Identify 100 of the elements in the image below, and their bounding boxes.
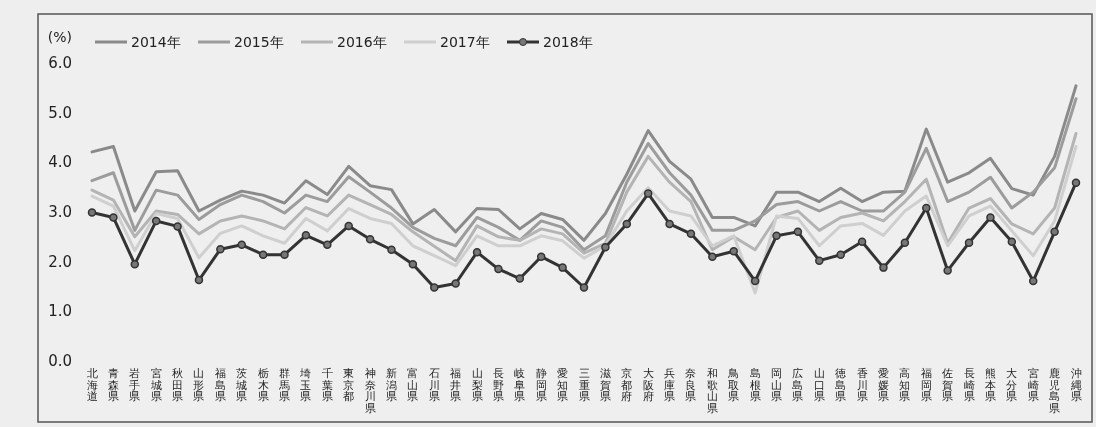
x-tick-label: 千葉県 <box>321 367 333 403</box>
legend-label: 2014年 <box>131 34 181 50</box>
point <box>943 266 952 275</box>
point <box>130 259 140 269</box>
point <box>536 252 546 261</box>
point <box>686 229 696 239</box>
y-tick-label: 5.0 <box>48 103 72 122</box>
x-tick-label: 高知県 <box>899 367 911 403</box>
point <box>280 250 289 259</box>
x-tick-label: 大分県 <box>1006 367 1018 403</box>
point <box>408 259 418 269</box>
point <box>258 250 268 259</box>
legend-label: 2016年 <box>337 34 387 50</box>
x-tick-label: 北海道 <box>86 367 98 403</box>
point <box>151 216 161 226</box>
x-tick-label: 福島県 <box>214 367 226 403</box>
x-tick-label: 京都府 <box>621 367 633 403</box>
x-tick-label: 埼玉県 <box>299 367 312 403</box>
x-tick-label: 広島県 <box>792 367 804 403</box>
point <box>87 208 97 217</box>
x-tick-label: 山口県 <box>813 367 825 403</box>
x-tick-label: 三重県 <box>578 367 590 403</box>
y-tick-label: 0.0 <box>48 352 72 370</box>
x-tick-label: 青森県 <box>107 367 119 403</box>
x-tick-label: 山形県 <box>193 367 205 403</box>
point <box>430 283 439 292</box>
x-tick-label: 熊本県 <box>984 367 996 403</box>
x-tick-label: 静岡県 <box>535 367 547 403</box>
point <box>387 245 396 254</box>
x-tick-label: 滋賀県 <box>599 367 611 403</box>
x-tick-label: 茨城県 <box>235 367 248 403</box>
point <box>301 231 311 240</box>
point <box>558 263 567 272</box>
x-tick-label: 愛媛県 <box>877 367 889 403</box>
x-tick-label: 秋田県 <box>172 367 184 403</box>
x-tick-label: 兵庫県 <box>664 367 676 403</box>
y-tick-label: 1.0 <box>48 302 72 321</box>
y-tick-label: 2.0 <box>48 252 72 271</box>
point <box>815 256 824 265</box>
point <box>237 240 246 250</box>
x-tick-label: 富山県 <box>407 367 419 403</box>
point <box>1050 227 1059 237</box>
point <box>793 227 803 237</box>
x-tick-label: 和歌山県 <box>706 367 718 415</box>
x-tick-label: 宮崎県 <box>1027 367 1039 403</box>
x-tick-label: 岩手県 <box>129 367 141 403</box>
x-tick-label: 島根県 <box>749 367 761 403</box>
x-tick-label: 愛知県 <box>557 367 569 403</box>
point <box>622 219 632 229</box>
point <box>1028 276 1038 286</box>
point <box>986 213 995 222</box>
point <box>857 237 867 247</box>
point <box>922 203 931 213</box>
x-tick-label: 徳島県 <box>835 367 847 403</box>
x-tick-label: 宮城県 <box>149 367 162 403</box>
point <box>964 238 974 248</box>
point <box>836 250 845 259</box>
x-tick-label: 長崎県 <box>963 367 975 403</box>
x-tick-label: 鳥取県 <box>727 367 740 403</box>
point <box>515 274 525 283</box>
legend-label: 2017年 <box>440 34 490 50</box>
x-tick-label: 佐賀県 <box>942 367 954 403</box>
x-tick-label: 栃木県 <box>257 367 269 403</box>
x-tick-label: 奈良県 <box>685 367 697 403</box>
point <box>323 240 332 250</box>
x-tick-label: 山梨県 <box>471 367 483 403</box>
point <box>365 235 375 244</box>
y-tick-label: 6.0 <box>48 54 72 72</box>
point <box>216 244 225 254</box>
point <box>879 263 888 272</box>
x-tick-label: 岡山県 <box>771 367 783 403</box>
legend-label: 2018年 <box>543 34 593 50</box>
x-tick-label: 群馬県 <box>278 367 291 403</box>
point <box>772 231 781 241</box>
x-tick-label: 岐阜県 <box>514 367 526 403</box>
point <box>665 219 674 229</box>
x-tick-label: 大阪府 <box>642 367 654 403</box>
point <box>900 238 910 248</box>
x-tick-label: 石川県 <box>428 367 440 403</box>
x-tick-label: 福井県 <box>450 367 462 403</box>
x-tick-label: 長野県 <box>492 367 504 403</box>
point <box>472 247 482 257</box>
x-tick-label: 東京都 <box>343 367 355 403</box>
point <box>451 279 460 288</box>
point <box>494 264 503 274</box>
point <box>643 189 653 198</box>
y-tick-label: 4.0 <box>48 153 72 172</box>
point <box>194 275 204 285</box>
x-tick-label: 鹿児島県 <box>1049 367 1061 415</box>
x-tick-label: 福岡県 <box>920 367 932 403</box>
point <box>1071 178 1081 187</box>
point <box>601 243 610 252</box>
y-tick-label: 3.0 <box>48 203 72 221</box>
point <box>173 222 182 231</box>
point <box>708 252 717 261</box>
point <box>1007 237 1017 247</box>
y-axis-title: (%) <box>47 29 72 45</box>
point <box>109 213 118 222</box>
x-tick-label: 神奈川県 <box>364 367 376 415</box>
point <box>344 221 353 231</box>
